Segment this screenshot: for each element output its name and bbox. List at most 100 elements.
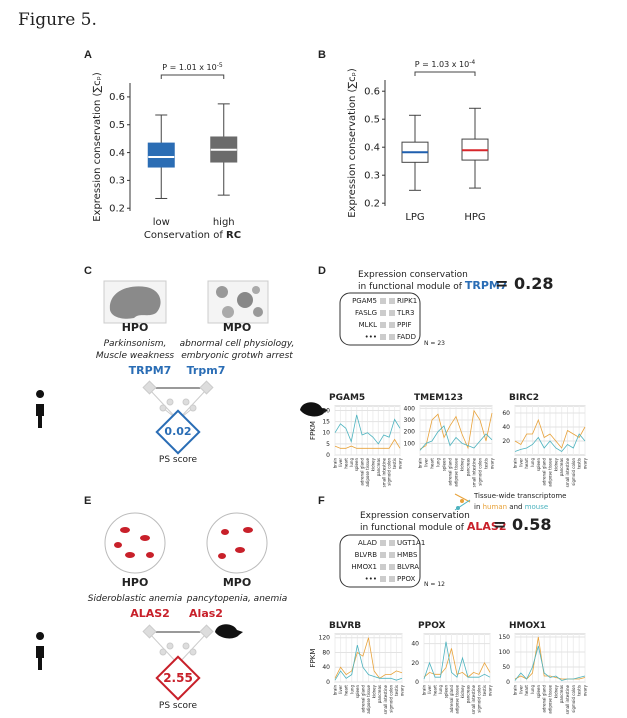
panel-label: F <box>318 495 325 507</box>
x-tick-label: pancreas <box>466 458 471 476</box>
x-tick-label: small intestine <box>381 457 386 487</box>
x-tick-label: lung <box>530 458 535 467</box>
hpo-title: HPO <box>122 321 149 334</box>
x-tick-label: ovary <box>490 457 495 469</box>
x-tick-label: ovary <box>583 457 588 469</box>
p-value: P = 1.01 x 10-5 <box>162 62 223 72</box>
series-line <box>334 644 403 681</box>
module-size: N = 12 <box>424 581 445 588</box>
module-square <box>380 552 386 558</box>
y-tick-label: 0.5 <box>109 120 125 131</box>
chart-title: PGAM5 <box>329 393 365 403</box>
x-tick-label: pancreas <box>466 685 471 703</box>
network <box>142 380 214 455</box>
y-tick-label: 20 <box>411 660 419 667</box>
x-tick-label: adrenal gland <box>542 458 547 486</box>
series-line <box>419 409 493 450</box>
mouse-gene: Alas2 <box>189 607 223 620</box>
box <box>147 142 175 168</box>
p-value-exponent: -5 <box>217 62 223 69</box>
y-tick-label: 0 <box>326 679 330 686</box>
cell-images <box>104 512 268 574</box>
x-tick-label: heart <box>524 685 529 696</box>
x-tick-label: pancreas <box>376 458 381 476</box>
y-axis-label: Expression conservation (∑cₚ) <box>92 72 103 222</box>
y-tick-label: 0 <box>415 679 419 686</box>
y-tick-label: 100 <box>404 440 416 447</box>
x-tick-label: kidney <box>553 457 558 471</box>
x-tick-label: brain <box>513 458 518 469</box>
series-line <box>334 637 403 679</box>
module-square <box>380 298 386 304</box>
ps-label: PS score <box>159 701 198 711</box>
y-tick-label: 40 <box>411 641 419 648</box>
x-tick-label: adipose tissue <box>548 684 553 713</box>
y-tick-label: 40 <box>322 664 330 671</box>
x-tick-label: small intestine <box>383 684 388 714</box>
x-tick-label: adipose tissue <box>454 457 459 486</box>
series-line <box>514 645 586 681</box>
panel-label: E <box>84 495 91 507</box>
series-line <box>514 433 586 453</box>
mpo-description: pancytopenia, anemia <box>186 594 287 604</box>
p-value-exponent: -4 <box>469 59 475 66</box>
y-tick-label: 0.5 <box>364 115 380 126</box>
y-tick-label: 0.3 <box>364 171 380 182</box>
module-gene: MLKL <box>359 321 378 329</box>
x-tick-label: heart <box>430 458 435 469</box>
x-tick-label: kidney <box>460 684 465 698</box>
p-value-text: P = 1.03 x 10 <box>415 60 469 69</box>
x-axis-label-text: Conservation of <box>144 230 223 241</box>
x-tick-label: adrenal gland <box>542 685 547 713</box>
x-tick-label: adrenal gland <box>360 685 365 713</box>
score: = 0.28 <box>495 274 553 293</box>
x-tick-label: sigmoid colon <box>478 458 483 486</box>
significance-bracket <box>160 74 225 79</box>
x-tick-label: ovary <box>583 684 588 696</box>
x-tick-label: liver <box>518 685 523 694</box>
y-tick-label: 0.2 <box>364 199 380 210</box>
x-tick-label: kidney <box>370 457 375 471</box>
x-tick-label: small intestine <box>472 457 477 487</box>
mouse-icon <box>300 402 328 417</box>
module-box <box>339 534 421 588</box>
panel-label: C <box>84 265 92 277</box>
x-tick-label: testis <box>484 458 489 469</box>
module-square <box>389 334 395 340</box>
legend-text: in human and mouse <box>474 503 548 511</box>
y-tick-label: 10 <box>322 430 330 437</box>
x-tick-label: heart <box>343 458 348 469</box>
module-gene: PGAM5 <box>352 297 377 305</box>
module-box <box>339 292 421 346</box>
human-icon <box>36 390 45 428</box>
x-tick-label: brain <box>513 685 518 696</box>
series-line <box>334 438 401 449</box>
module-list: ALAD BLVRB HMOX1 ••• UGT1A1 HMBS BLVRA PPOX <box>351 539 425 583</box>
module-gene: HMOX1 <box>351 563 377 571</box>
x-axis-label-bold: RC <box>226 230 241 241</box>
x-tick-label: testis <box>392 458 397 469</box>
x-tick-label: small intestine <box>471 684 476 714</box>
module-square <box>380 310 386 316</box>
x-tick-label: ovary <box>398 457 403 469</box>
module-square <box>380 334 386 340</box>
module-list: PGAM5 FASLG MLKL ••• RIPK1 TLR3 PPIF FADD <box>352 297 417 341</box>
mouse-icon <box>215 624 243 639</box>
x-tick-label: high <box>213 217 235 228</box>
hpo-description: Muscle weakness <box>96 351 175 361</box>
heading: Expression conservation <box>360 511 470 521</box>
chart-title: HMOX1 <box>509 621 546 631</box>
module-square <box>380 540 386 546</box>
x-tick-label: small intestine <box>565 684 570 714</box>
x-tick-label: heart <box>433 685 438 696</box>
human-gene: TRPM7 <box>129 364 172 377</box>
module-square <box>380 564 386 570</box>
hpo-description: Sideroblastic anemia <box>88 594 182 604</box>
y-tick-label: 0.6 <box>364 87 380 98</box>
cells-image <box>207 280 269 324</box>
module-gene: BLVRB <box>355 551 378 559</box>
x-tick-label: liver <box>338 458 343 467</box>
module-gene: HMBS <box>397 551 418 559</box>
y-axis-label: Expression conservation (∑cₚ) <box>347 68 358 218</box>
x-tick-label: spleen <box>536 685 541 699</box>
